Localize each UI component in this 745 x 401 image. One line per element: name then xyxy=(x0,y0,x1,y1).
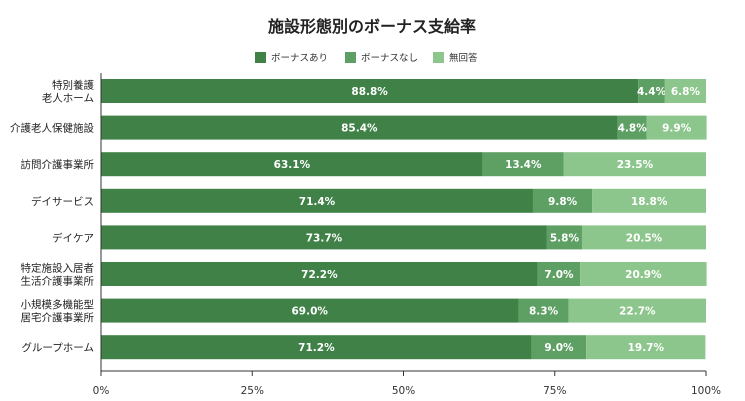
x-axis: 0% 25% 50% 75% 100% xyxy=(93,73,721,397)
bar-segment xyxy=(531,335,587,360)
category-label: デイケア xyxy=(52,231,94,244)
data-label: 63.1% xyxy=(274,159,311,171)
bar-segment xyxy=(101,298,519,323)
bar-segment xyxy=(617,115,647,140)
data-label: 22.7% xyxy=(619,306,656,318)
bar-segment xyxy=(581,225,706,250)
data-label: 8.3% xyxy=(529,306,559,318)
category-label: 特別養護 xyxy=(52,79,94,92)
bar-segment xyxy=(101,335,532,360)
data-label: 18.8% xyxy=(631,196,668,208)
bar-segment xyxy=(568,298,706,323)
data-label: 6.8% xyxy=(671,86,701,98)
bar-segment xyxy=(563,152,706,177)
category-label: 訪問介護事業所 xyxy=(21,158,95,171)
bar-segment xyxy=(101,262,538,286)
category-label: 老人ホーム xyxy=(42,92,94,105)
data-label: 71.2% xyxy=(298,342,335,354)
legend: ボーナスあり ボーナスなし 無回答 xyxy=(255,52,478,64)
bar-segment xyxy=(101,79,639,103)
data-label: 9.9% xyxy=(662,123,692,135)
data-label: 9.0% xyxy=(544,342,574,354)
legend-swatch xyxy=(255,52,266,63)
legend-swatch xyxy=(433,52,444,63)
x-tick-label: 50% xyxy=(392,385,415,397)
bar-segment xyxy=(586,335,706,360)
bar-segment xyxy=(664,79,706,103)
bar-segment xyxy=(482,152,564,177)
data-label: 5.8% xyxy=(550,232,580,244)
category-label: 介護老人保健施設 xyxy=(10,122,94,135)
category-label: 特定施設入居者 xyxy=(21,262,95,275)
bar-segment xyxy=(592,188,706,213)
data-label: 13.4% xyxy=(505,159,542,171)
data-label: 20.9% xyxy=(625,269,662,281)
bar-segment xyxy=(532,188,593,213)
x-tick-label: 25% xyxy=(241,385,264,397)
x-tick-label: 0% xyxy=(93,385,110,397)
data-label: 73.7% xyxy=(306,232,343,244)
bar-segment xyxy=(537,262,581,286)
bar-segment xyxy=(638,79,665,103)
data-label: 72.2% xyxy=(301,269,338,281)
bar-segment xyxy=(518,298,569,323)
legend-label: ボーナスあり xyxy=(271,53,328,64)
data-label: 9.8% xyxy=(548,196,578,208)
data-label: 23.5% xyxy=(617,159,654,171)
category-label: 居宅介護事業所 xyxy=(21,311,95,324)
data-label: 20.5% xyxy=(626,232,663,244)
category-label: 生活介護事業所 xyxy=(21,275,95,288)
data-label: 7.0% xyxy=(544,269,574,281)
data-label: 4.4% xyxy=(637,86,667,98)
x-tick-label: 75% xyxy=(543,385,566,397)
bar-segment xyxy=(101,152,483,177)
data-label: 71.4% xyxy=(299,196,336,208)
legend-label: 無回答 xyxy=(449,52,478,64)
category-label: デイサービス xyxy=(31,195,94,208)
data-label: 88.8% xyxy=(351,86,388,98)
bar-segment xyxy=(101,225,547,250)
bar-segment xyxy=(546,225,582,250)
category-label: グループホーム xyxy=(21,341,94,354)
data-label: 69.0% xyxy=(292,306,329,318)
category-labels: 特別養護老人ホーム介護老人保健施設訪問介護事業所デイサービスデイケア特定施設入居… xyxy=(10,79,94,355)
bar-segment xyxy=(101,115,618,140)
bar-segment xyxy=(580,262,707,286)
data-label: 85.4% xyxy=(341,123,378,135)
bar-segment xyxy=(101,188,533,213)
category-label: 小規模多機能型 xyxy=(21,298,95,311)
x-tick-label: 100% xyxy=(691,385,721,397)
bars: 88.8% 4.4% 6.8% 85.4% 4.8% 9.9% 63.1% 13.4% 23.5… xyxy=(101,79,707,360)
legend-swatch xyxy=(345,52,356,63)
legend-label: ボーナスなし xyxy=(361,53,418,64)
chart-title: 施設形態別のボーナス支給率 xyxy=(268,17,476,36)
data-label: 19.7% xyxy=(628,342,665,354)
bar-segment xyxy=(646,115,707,140)
data-label: 4.8% xyxy=(618,123,648,135)
